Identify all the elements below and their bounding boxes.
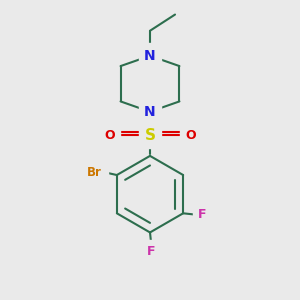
Text: F: F bbox=[198, 208, 206, 221]
Text: N: N bbox=[144, 105, 156, 119]
Text: O: O bbox=[185, 129, 196, 142]
Text: F: F bbox=[147, 245, 156, 258]
Text: N: N bbox=[144, 49, 156, 63]
Text: O: O bbox=[104, 129, 115, 142]
Text: Br: Br bbox=[87, 166, 102, 178]
Text: S: S bbox=[145, 128, 155, 143]
